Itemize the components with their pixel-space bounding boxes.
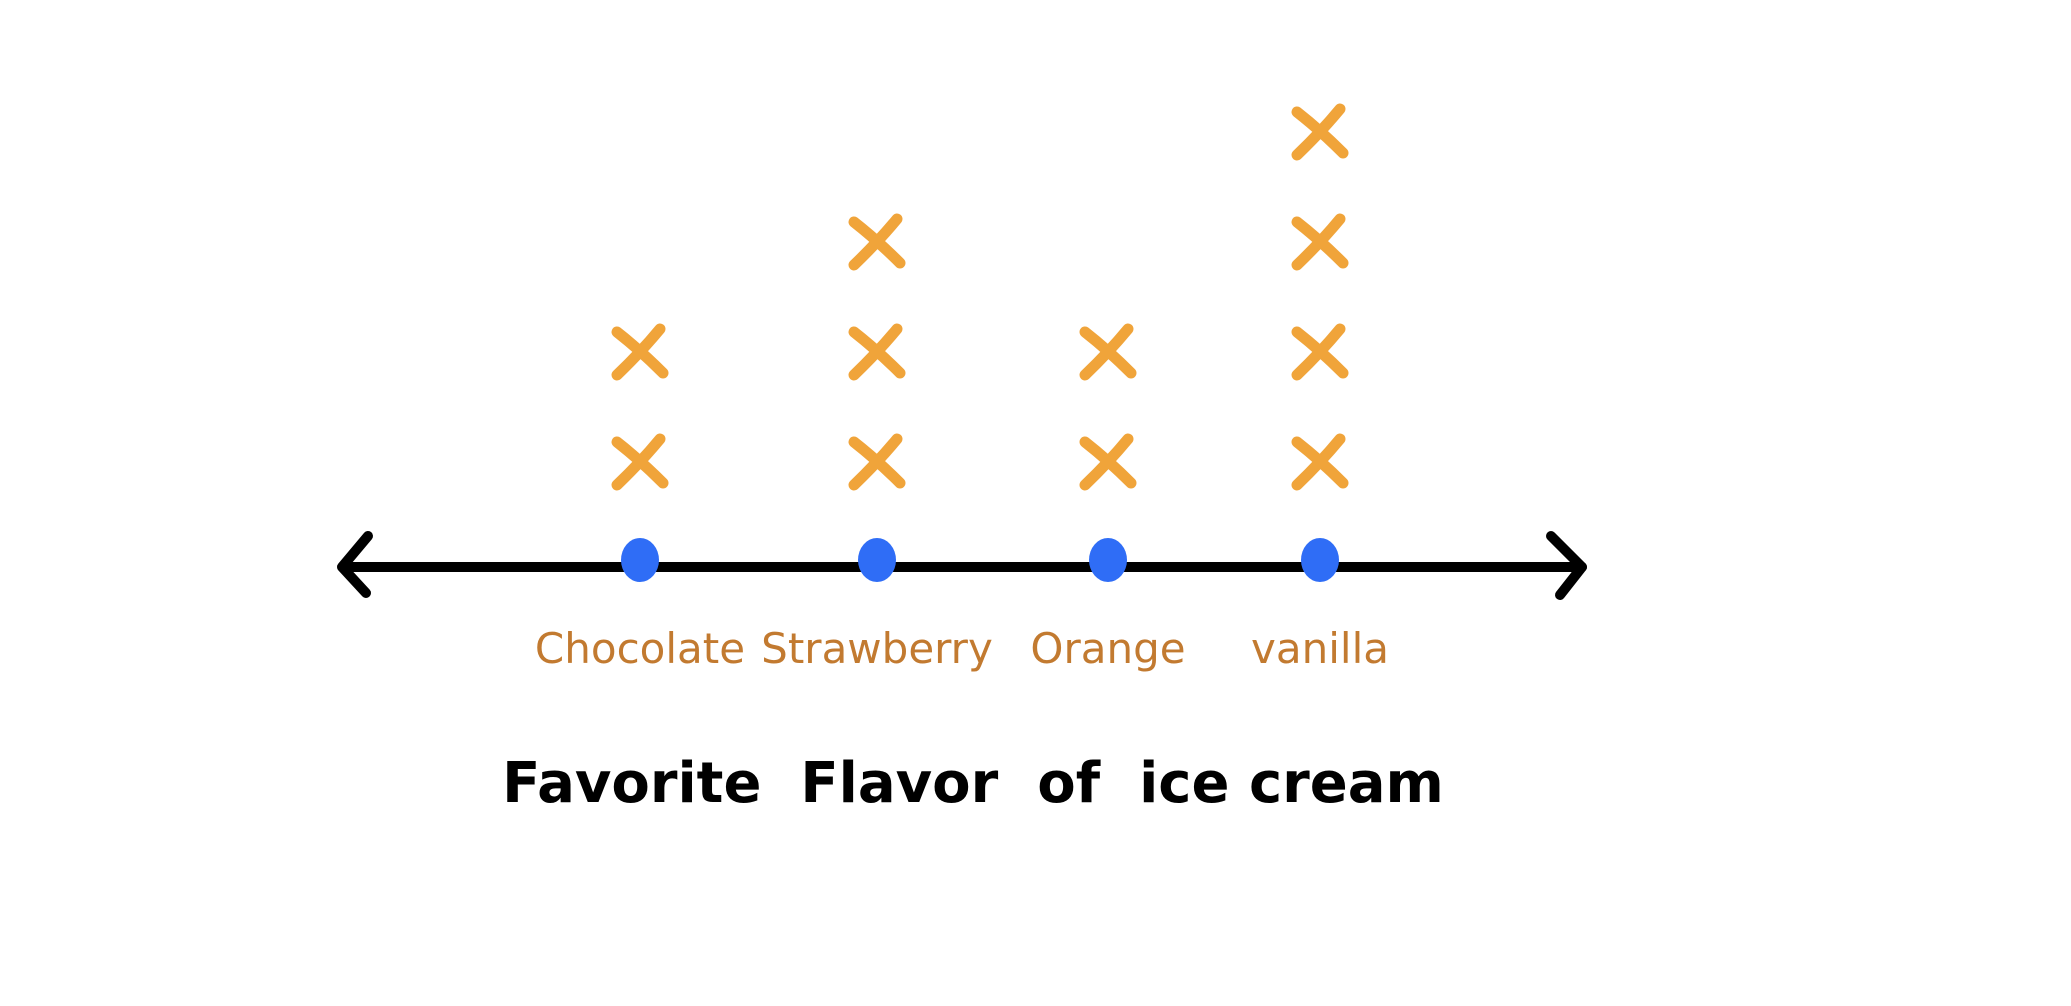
x-mark [611,433,669,491]
x-mark [1291,213,1349,271]
x-mark [848,213,906,271]
x-mark [1079,433,1137,491]
category-point [1301,538,1339,582]
category-points [621,538,1339,582]
category-point [858,538,896,582]
chart-title: Favorite Flavor of ice cream [502,751,1444,816]
x-mark [848,433,906,491]
x-mark [1291,103,1349,161]
category-labels: Chocolate Strawberry Orange vanilla [535,624,1389,673]
x-marks [611,103,1349,491]
x-mark [1291,433,1349,491]
category-label: vanilla [1251,624,1389,673]
category-label: Strawberry [761,624,993,673]
number-line-axis [337,531,1587,600]
x-mark [1079,323,1137,381]
category-point [621,538,659,582]
right-arrow-icon [1546,531,1587,600]
category-point [1089,538,1127,582]
x-mark [611,323,669,381]
x-mark [1291,323,1349,381]
category-label: Chocolate [535,624,745,673]
x-mark [848,323,906,381]
left-arrow-icon [337,531,373,598]
category-label: Orange [1030,624,1185,673]
